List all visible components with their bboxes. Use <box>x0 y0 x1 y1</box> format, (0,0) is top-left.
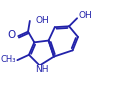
Text: O: O <box>7 30 16 40</box>
Text: CH₃: CH₃ <box>0 55 16 64</box>
Text: OH: OH <box>79 11 93 20</box>
Text: NH: NH <box>35 65 48 74</box>
Text: OH: OH <box>35 16 49 25</box>
